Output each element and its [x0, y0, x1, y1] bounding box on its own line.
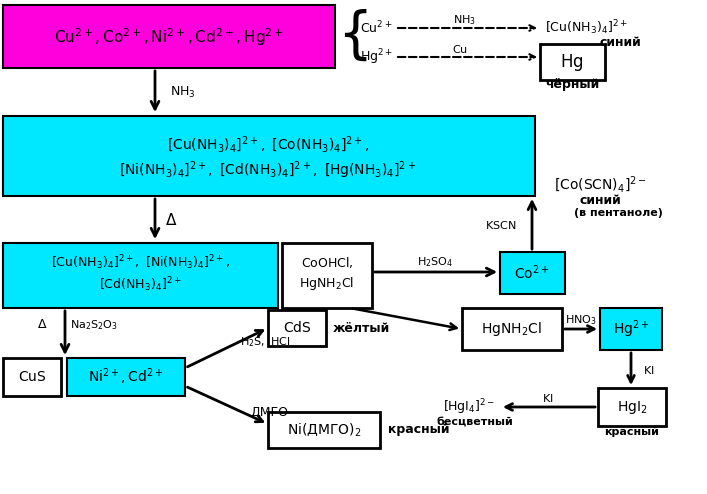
Bar — [462, 308, 562, 350]
Bar — [598, 388, 666, 426]
Text: $\mathrm{KI}$: $\mathrm{KI}$ — [643, 364, 655, 376]
Text: $\mathrm{Cu^{2+}, Co^{2+}, Ni^{2+}, Cd^{2+}, Hg^{2+}}$: $\mathrm{Cu^{2+}, Co^{2+}, Ni^{2+}, Cd^{… — [54, 26, 284, 48]
Text: красный: красный — [388, 423, 450, 437]
Text: $\mathrm{HgNH_2Cl}$: $\mathrm{HgNH_2Cl}$ — [481, 320, 542, 338]
Text: $\mathrm{Hg^{2+}}$: $\mathrm{Hg^{2+}}$ — [360, 47, 393, 67]
Text: $\mathrm{KSCN}$: $\mathrm{KSCN}$ — [484, 219, 516, 231]
Text: $\mathrm{Ni(ДМГО)_2}$: $\mathrm{Ni(ДМГО)_2}$ — [287, 421, 361, 439]
Text: $\mathrm{[Ni(NH_3)_4]^{2+},\ [Cd(NH_3)_4]^{2+},\ [Hg(NH_3)_4]^{2+}}$: $\mathrm{[Ni(NH_3)_4]^{2+},\ [Cd(NH_3)_4… — [119, 159, 416, 181]
Text: $\mathrm{HgNH_2Cl}$: $\mathrm{HgNH_2Cl}$ — [300, 275, 355, 291]
Text: $\mathrm{[Cu(NH_3)_4]^{2+},\ [Co(NH_3)_4]^{2+},}$: $\mathrm{[Cu(NH_3)_4]^{2+},\ [Co(NH_3)_4… — [167, 135, 369, 155]
Text: $\Delta$: $\Delta$ — [165, 212, 177, 228]
Text: $\mathrm{[Cd(NH_3)_4]^{2+}}$: $\mathrm{[Cd(NH_3)_4]^{2+}}$ — [98, 276, 182, 294]
Text: $\mathrm{CuS}$: $\mathrm{CuS}$ — [18, 370, 46, 384]
Text: $\mathrm{Cu^{2+}}$: $\mathrm{Cu^{2+}}$ — [360, 20, 392, 36]
Text: $\mathrm{HNO_3}$: $\mathrm{HNO_3}$ — [565, 313, 597, 327]
Bar — [282, 243, 372, 308]
Text: красный: красный — [604, 427, 660, 437]
Text: $\mathrm{Hg^{2+}}$: $\mathrm{Hg^{2+}}$ — [613, 318, 649, 340]
Text: $\mathrm{KI}$: $\mathrm{KI}$ — [542, 392, 554, 404]
Text: $\mathrm{H_2SO_4}$: $\mathrm{H_2SO_4}$ — [417, 255, 453, 269]
Text: $\mathrm{Co^{2+}}$: $\mathrm{Co^{2+}}$ — [514, 264, 550, 282]
Text: $\mathrm{H_2S,\ HCl}$: $\mathrm{H_2S,\ HCl}$ — [240, 335, 291, 349]
Text: $\Delta$: $\Delta$ — [37, 319, 47, 331]
Bar — [500, 252, 565, 294]
Text: $\mathrm{[Cu(NH_3)_4]^{2+}}$: $\mathrm{[Cu(NH_3)_4]^{2+}}$ — [545, 19, 628, 38]
Bar — [3, 5, 335, 68]
Text: {: { — [337, 9, 373, 63]
Text: $\mathrm{[Co(SCN)_4]^{2-}}$: $\mathrm{[Co(SCN)_4]^{2-}}$ — [554, 175, 646, 195]
Bar — [268, 412, 380, 448]
Text: жёлтый: жёлтый — [333, 322, 390, 334]
Text: $\mathrm{Cu}$: $\mathrm{Cu}$ — [452, 43, 468, 55]
Text: $\mathrm{Ni^{2+}, Cd^{2+}}$: $\mathrm{Ni^{2+}, Cd^{2+}}$ — [88, 367, 164, 387]
Bar — [540, 44, 605, 80]
Text: $\mathrm{Hg}$: $\mathrm{Hg}$ — [560, 51, 584, 73]
Text: $\mathrm{[Cu(NH_3)_4]^{2+},\ [Ni(NH_3)_4]^{2+},}$: $\mathrm{[Cu(NH_3)_4]^{2+},\ [Ni(NH_3)_4… — [50, 253, 230, 272]
Text: $\mathrm{Na_2S_2O_3}$: $\mathrm{Na_2S_2O_3}$ — [70, 318, 118, 332]
Text: $\mathrm{NH_3}$: $\mathrm{NH_3}$ — [453, 13, 477, 27]
Text: синий: синий — [599, 36, 641, 48]
Text: $\mathrm{CdS}$: $\mathrm{CdS}$ — [283, 321, 311, 335]
Text: синий: синий — [579, 194, 621, 206]
Bar — [600, 308, 662, 350]
Text: чёрный: чёрный — [545, 78, 599, 90]
Text: бесцветный: бесцветный — [437, 417, 513, 427]
Text: (в пентаноле): (в пентаноле) — [573, 208, 662, 218]
Bar — [268, 310, 326, 346]
Text: ДМГО: ДМГО — [250, 406, 288, 418]
Bar — [3, 243, 278, 308]
Text: $\mathrm{CoOHCl,}$: $\mathrm{CoOHCl,}$ — [300, 255, 354, 271]
Bar — [3, 358, 61, 396]
Bar — [67, 358, 185, 396]
Text: $\mathrm{NH_3}$: $\mathrm{NH_3}$ — [170, 84, 196, 100]
Text: $\mathrm{[HgI_4]^{2-}}$: $\mathrm{[HgI_4]^{2-}}$ — [443, 397, 495, 417]
Bar — [3, 116, 535, 196]
Text: $\mathrm{HgI_2}$: $\mathrm{HgI_2}$ — [617, 399, 648, 415]
